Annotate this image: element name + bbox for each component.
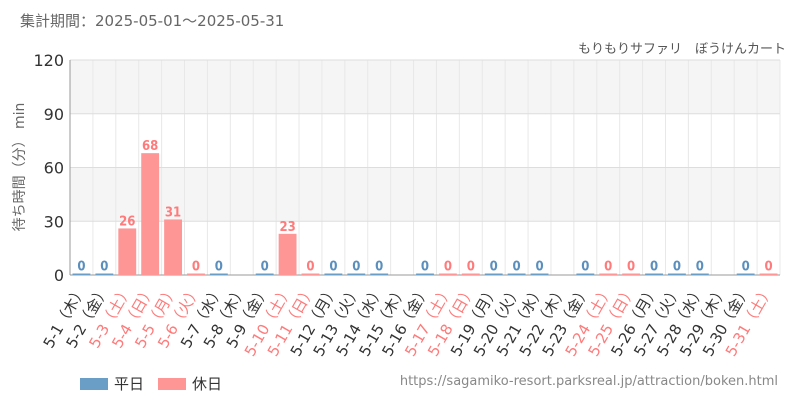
bar-value-label: 0 — [375, 260, 383, 275]
bar-value-label: 0 — [421, 260, 429, 275]
bars — [72, 153, 778, 275]
bar — [255, 273, 274, 275]
bar — [95, 273, 114, 275]
bar-value-label: 0 — [535, 260, 543, 275]
bar-value-label: 0 — [627, 260, 635, 275]
plot-background — [70, 60, 780, 275]
bar — [347, 273, 366, 275]
bar — [507, 273, 526, 275]
y-tick-label: 60 — [44, 159, 64, 178]
bar — [278, 233, 297, 275]
bar — [759, 273, 778, 275]
bar — [72, 273, 91, 275]
legend-item-holiday: 休日 — [158, 373, 222, 394]
bar-value-label: 0 — [306, 260, 314, 275]
bar — [668, 273, 686, 275]
bar — [690, 273, 709, 275]
bar-value-label: 0 — [764, 260, 772, 275]
bar-value-label: 0 — [742, 260, 750, 275]
bar — [141, 153, 160, 275]
bar — [530, 273, 549, 275]
bar-value-label: 31 — [165, 205, 181, 220]
bar — [484, 273, 503, 275]
bar-value-label: 0 — [581, 260, 589, 275]
bar — [164, 219, 182, 275]
bar — [416, 273, 434, 275]
bar-value-label: 0 — [100, 260, 108, 275]
bar-value-label: 0 — [673, 260, 681, 275]
bar-value-label: 0 — [604, 260, 612, 275]
plot-band — [70, 113, 780, 168]
legend-label-holiday: 休日 — [192, 375, 223, 393]
bar — [370, 273, 389, 275]
source-url: https://sagamiko-resort.parksreal.jp/att… — [399, 374, 778, 389]
gridlines — [69, 59, 781, 276]
collection-period: 集計期間：2025-05-01～2025-05-31 — [20, 12, 285, 30]
bar-value-label: 0 — [490, 260, 498, 275]
bar — [438, 273, 457, 275]
bar — [187, 273, 205, 275]
bar-value-label: 0 — [77, 260, 85, 275]
bar-value-label: 0 — [696, 260, 704, 275]
bar-value-label: 0 — [329, 260, 337, 275]
legend-swatch-weekday — [80, 377, 108, 390]
bar-value-label: 0 — [467, 260, 475, 275]
legend: 平日 休日 — [80, 373, 222, 394]
bar — [599, 273, 618, 275]
bar-value-label: 23 — [279, 220, 295, 235]
bar — [576, 273, 595, 275]
legend-item-weekday: 平日 — [80, 373, 144, 394]
attraction-name: もりもりサファリ ぼうけんカート — [577, 42, 786, 57]
y-tick-label: 120 — [33, 51, 64, 70]
bar-value-label: 0 — [444, 260, 452, 275]
bar — [209, 273, 228, 275]
bar — [645, 273, 663, 275]
y-tick-label: 90 — [44, 105, 64, 124]
bar-value-label: 0 — [215, 260, 223, 275]
bar — [622, 273, 641, 275]
bar-value-label: 0 — [192, 260, 200, 275]
bar — [301, 273, 320, 275]
bar-value-label: 0 — [650, 260, 658, 275]
plot-band — [70, 221, 780, 275]
bar-value-label: 0 — [261, 260, 269, 275]
plot-band — [70, 167, 780, 222]
bar — [324, 273, 343, 275]
legend-swatch-holiday — [158, 377, 187, 390]
y-axis-label: 待ち時間（分） min — [12, 103, 28, 232]
plot-band — [70, 60, 780, 114]
bar — [118, 228, 137, 275]
bar-value-label: 26 — [119, 214, 135, 229]
bar-value-label: 68 — [142, 139, 158, 154]
bar — [736, 273, 755, 275]
x-axis: 5-1（木）5-2（金）5-3（土）5-4（日）5-5（月）5-6（火）5-7（… — [40, 282, 777, 359]
bar — [461, 273, 480, 275]
bar-value-label: 0 — [513, 260, 521, 275]
y-tick-label: 30 — [44, 212, 64, 231]
y-tick-label: 0 — [54, 266, 64, 285]
bar-value-label: 0 — [352, 260, 360, 275]
legend-label-weekday: 平日 — [114, 375, 145, 393]
